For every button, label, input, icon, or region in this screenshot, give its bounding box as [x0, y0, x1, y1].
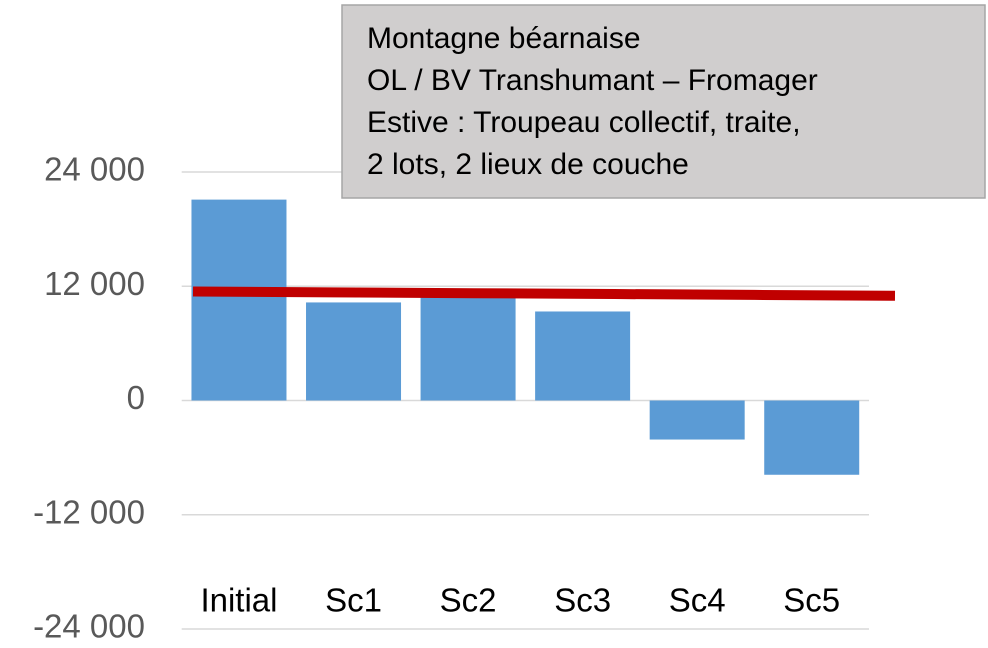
- bar: [649, 400, 745, 440]
- annotation-line: Estive : Troupeau collectif, traite,: [367, 106, 801, 139]
- x-tick-label: Sc3: [554, 582, 611, 619]
- annotation-box: Montagne béarnaise OL / BV Transhumant – …: [341, 4, 986, 199]
- bar: [306, 302, 402, 401]
- bar: [191, 199, 287, 401]
- annotation-line: 2 lots, 2 lieux de couche: [367, 148, 689, 181]
- annotation-line: OL / BV Transhumant – Fromager: [367, 64, 818, 97]
- annotation-line: Montagne béarnaise: [367, 22, 641, 55]
- bar: [764, 400, 860, 475]
- x-tick-label: Sc2: [440, 582, 497, 619]
- y-tick-label: 12 000: [44, 265, 145, 302]
- y-tick-label: -24 000: [33, 608, 145, 645]
- annotation-background: [341, 4, 986, 199]
- x-tick-label: Sc1: [325, 582, 382, 619]
- x-tick-label: Initial: [200, 582, 277, 619]
- y-tick-label: 0: [127, 379, 145, 416]
- reference-line: [192, 286, 896, 301]
- bar: [420, 295, 516, 401]
- y-tick-label: 24 000: [44, 151, 145, 188]
- bar: [535, 311, 631, 401]
- x-tick-label: Sc5: [783, 582, 840, 619]
- y-tick-label: -12 000: [33, 493, 145, 530]
- x-tick-label: Sc4: [669, 582, 726, 619]
